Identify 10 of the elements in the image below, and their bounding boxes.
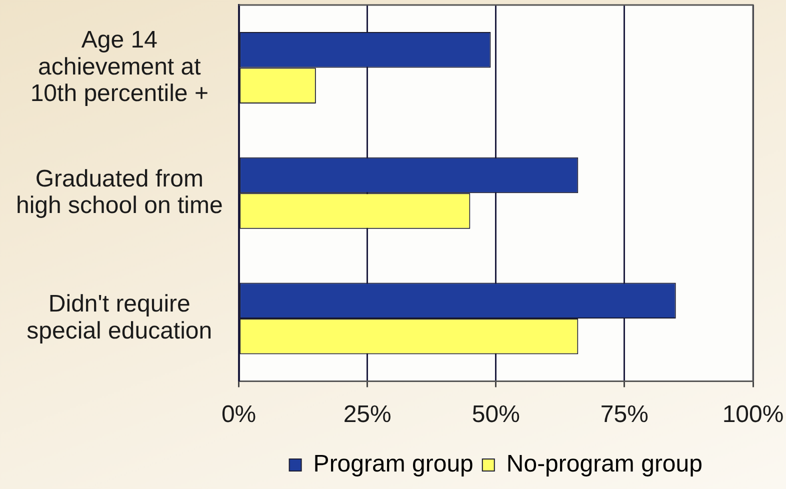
y-tick-label: Graduated from high school on time — [16, 165, 223, 220]
x-tick-label: 100% — [722, 401, 784, 428]
x-tick-label: 25% — [343, 401, 392, 428]
legend-label: No-program group — [506, 450, 702, 478]
x-tick-label: 0% — [221, 401, 256, 428]
x-tick-label: 50% — [472, 401, 520, 428]
legend-label: Program group — [313, 450, 474, 478]
x-tick-label: 75% — [600, 401, 648, 428]
y-tick-label: Didn't require special education — [26, 290, 212, 345]
y-tick-label: Age 14 achievement at 10th percentile + — [30, 26, 208, 108]
